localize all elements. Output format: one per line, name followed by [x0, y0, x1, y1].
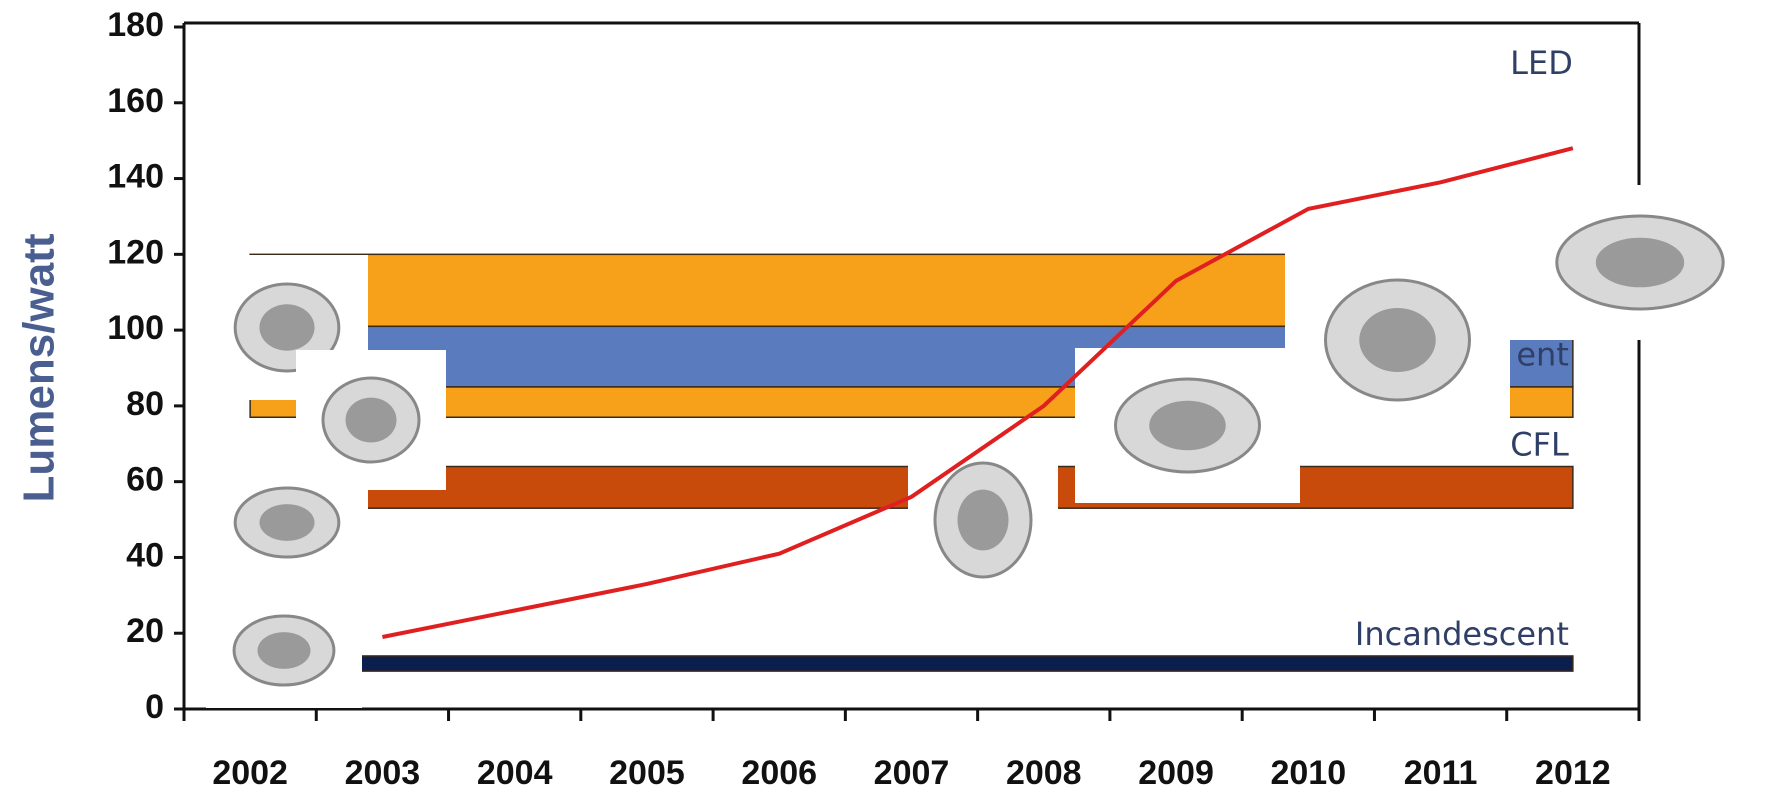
y-tick-label: 40 — [126, 536, 164, 574]
range-band — [249, 655, 1574, 672]
photo-fixture-inner — [259, 504, 315, 541]
product-photo — [206, 465, 368, 580]
photo-fixture-inner — [957, 489, 1009, 551]
x-tick-label: 2008 — [1006, 754, 1082, 792]
x-tick-label: 2009 — [1138, 754, 1214, 792]
x-tick-label: 2006 — [741, 754, 817, 792]
product-photo — [1285, 240, 1510, 440]
band-label: Incandescent — [1355, 615, 1569, 653]
photo-fixture-inner — [1359, 308, 1436, 372]
x-tick-label: 2011 — [1404, 754, 1478, 792]
band-label: CFL — [1510, 426, 1569, 464]
x-tick-label: 2004 — [477, 754, 553, 792]
photo-fixture-inner — [345, 397, 397, 443]
photo-fixture-inner — [259, 304, 315, 351]
x-tick-label: 2005 — [609, 754, 685, 792]
y-tick-label: 140 — [107, 158, 164, 196]
x-tick-label: 2007 — [874, 754, 950, 792]
y-axis-label: Lumens/watt — [15, 233, 64, 502]
product-photo — [908, 425, 1058, 615]
x-tick-label: 2012 — [1535, 754, 1611, 792]
photo-fixture-inner — [257, 632, 311, 669]
product-photo — [1510, 185, 1770, 340]
series-label: LED — [1510, 44, 1573, 82]
band-label: ent — [1516, 336, 1569, 374]
x-tick-label: 2002 — [212, 754, 288, 792]
y-tick-label: 20 — [126, 612, 164, 650]
x-tick-label: 2003 — [345, 754, 421, 792]
product-photo — [206, 593, 362, 708]
product-photo — [206, 255, 368, 400]
y-tick-label: 60 — [126, 461, 164, 499]
y-tick-label: 100 — [107, 309, 164, 347]
y-tick-label: 160 — [107, 82, 164, 120]
product-photo — [1075, 348, 1300, 503]
y-tick-label: 80 — [126, 385, 164, 423]
y-tick-label: 180 — [107, 6, 164, 44]
y-tick-label: 0 — [145, 688, 164, 726]
led-line — [382, 146, 1574, 639]
y-tick-label: 120 — [107, 233, 164, 271]
x-tick-label: 2010 — [1270, 754, 1346, 792]
photo-fixture-inner — [1149, 400, 1226, 451]
photo-fixture-inner — [1595, 237, 1685, 288]
